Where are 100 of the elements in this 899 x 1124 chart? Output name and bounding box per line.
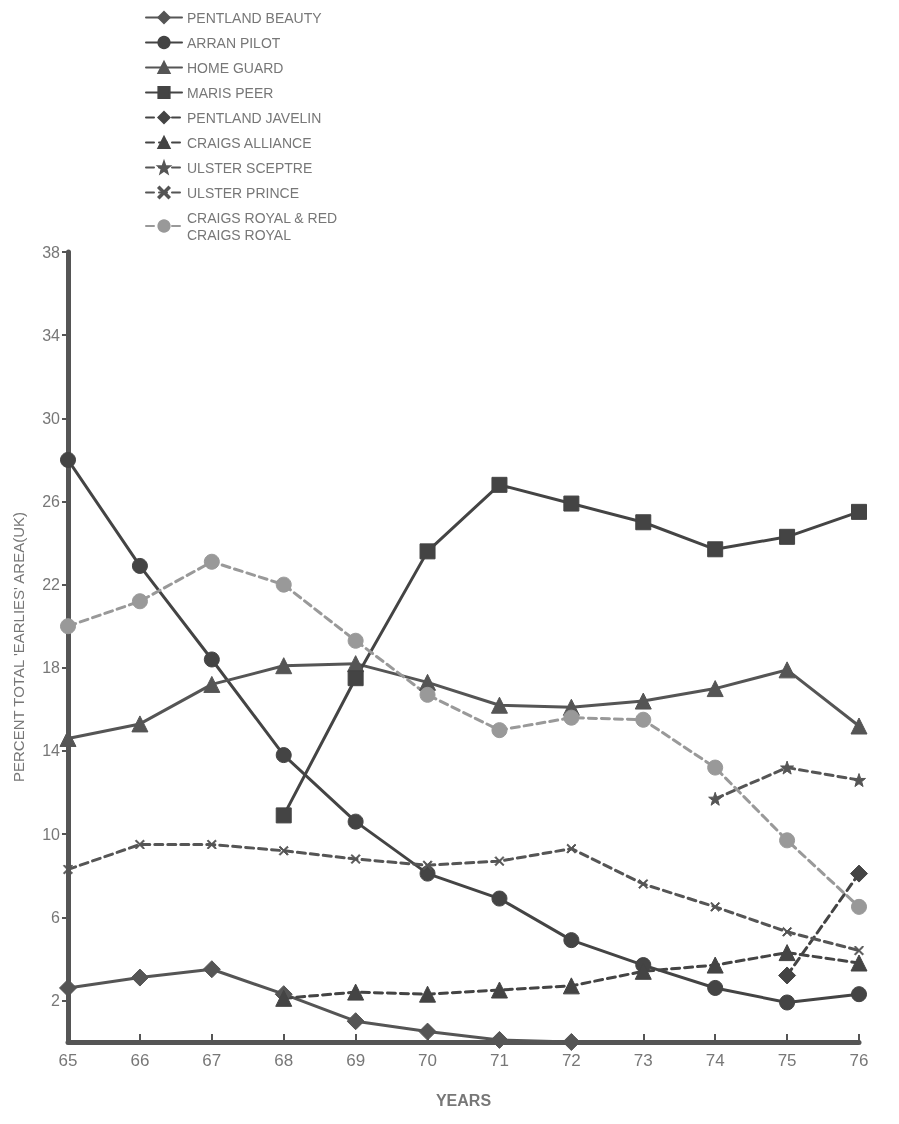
point [419,543,436,560]
x-tick-label: 75 [777,1051,797,1070]
legend-label: PENTLAND JAVELIN [187,109,322,126]
y-tick-label: 6 [51,908,61,926]
legend-label: MARIS PEER [187,84,274,101]
y-tick-label: 18 [42,659,61,677]
point [346,1012,365,1031]
point [782,926,793,937]
point [60,451,76,468]
point [63,864,73,875]
point [202,960,221,979]
point [491,476,508,493]
y-tick-label: 10 [42,825,61,843]
point [491,890,508,907]
y-tick-label: 30 [42,409,61,427]
x-tick-label: 67 [202,1051,222,1070]
point [779,832,796,849]
point [203,651,220,668]
point [130,968,149,987]
point [778,944,796,962]
legend-label: PENTLAND BEAUTY [187,9,323,26]
point [850,717,868,735]
legend-label: CRAIGS ALLIANCE [187,134,312,151]
point [131,715,149,733]
point [206,839,217,850]
point [852,773,866,788]
point [347,670,364,687]
point [638,879,649,889]
point [347,983,365,1001]
legend-label: CRAIGS ROYAL & RED CRAIGS ROYAL [187,209,342,243]
point [851,898,867,915]
point [708,791,723,806]
legend-label: ULSTER PRINCE [187,184,300,201]
point [635,711,652,728]
point [422,860,433,871]
y-tick-label: 26 [42,492,61,510]
point [634,692,652,710]
point [347,813,364,830]
x-tick-label: 66 [130,1051,150,1070]
x-tick-label: 76 [849,1051,869,1070]
x-tick-label: 65 [58,1051,78,1070]
point [707,541,724,558]
point [707,759,724,776]
x-tick-label: 72 [561,1051,581,1070]
y-tick-label: 22 [42,576,61,594]
point [203,675,221,693]
x-tick-label: 73 [633,1051,653,1070]
point [854,945,864,956]
point [350,854,361,865]
point [779,994,796,1011]
point [203,553,220,570]
point [490,981,508,999]
point [419,985,437,1003]
point [563,709,580,726]
point [563,495,580,512]
point [778,661,796,679]
point [275,747,292,764]
legend-label: HOME GUARD [187,59,284,76]
x-tick-label: 71 [489,1051,509,1070]
point [278,845,289,856]
point [490,696,508,714]
point [707,979,724,996]
point [275,657,293,675]
point [134,839,145,850]
legend-label: ULSTER SCEPTRE [187,159,313,176]
x-tick-label: 68 [274,1051,294,1070]
point [419,686,436,703]
point [275,807,292,824]
x-tick-label: 74 [705,1051,725,1070]
y-tick-label: 34 [42,326,61,344]
x-axis-title: YEARS [435,1091,492,1109]
legend-label: ARRAN PILOT [187,34,281,51]
point [491,722,508,739]
point [851,986,867,1003]
point [494,856,505,867]
point [275,576,292,593]
point [780,760,795,775]
point [635,514,652,531]
point [851,503,867,520]
point [779,528,796,545]
point [347,632,364,649]
point [850,864,868,883]
point [563,932,580,949]
point [850,954,868,972]
point [131,593,148,610]
y-tick-label: 14 [42,742,61,760]
point [418,1022,437,1041]
point [275,989,293,1007]
x-tick-label: 69 [346,1051,366,1070]
point [566,843,577,854]
point [562,977,580,995]
point [706,956,724,974]
y-tick-label: 38 [42,243,61,261]
point [778,966,797,985]
x-tick-label: 70 [418,1051,438,1070]
point [131,557,148,574]
y-tick-label: 2 [51,991,61,1009]
y-axis-title: PERCENT TOTAL 'EARLIES' AREA(UK) [10,512,27,782]
point [710,901,721,912]
point [60,618,76,635]
